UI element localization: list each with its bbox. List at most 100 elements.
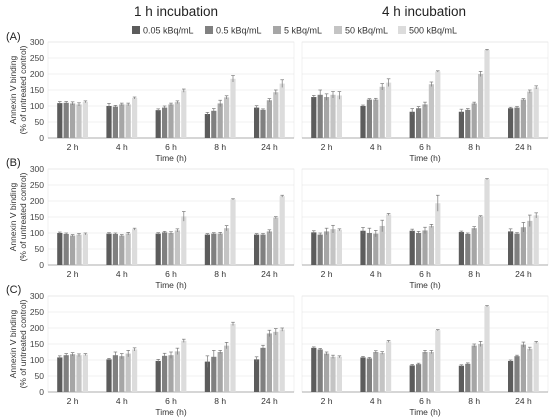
x-tick-label: 24 h [261, 142, 278, 152]
bar [112, 233, 118, 265]
bar [70, 354, 76, 392]
x-axis-title: Time (h) [155, 153, 186, 163]
x-tick-label: 4 h [116, 269, 128, 279]
y-tick-label: 0 [39, 133, 44, 143]
bar [224, 97, 230, 138]
bar [82, 354, 88, 392]
bar [379, 352, 385, 392]
bar [254, 107, 260, 138]
bar [484, 50, 490, 138]
bar [155, 110, 161, 138]
bar [70, 103, 76, 138]
x-tick-label: 6 h [165, 142, 177, 152]
bar [458, 232, 464, 265]
y-tick-label: 200 [30, 323, 44, 333]
y-tick-label: 150 [30, 339, 44, 349]
legend-label: 0.05 kBq/mL [143, 26, 194, 36]
y-tick-label: 200 [30, 196, 44, 206]
bar [484, 179, 490, 265]
y-axis-subtitle: (% of untreated control) [18, 172, 28, 261]
legend-item: 5 kBq/mL [273, 26, 322, 36]
x-axis-title: Time (h) [409, 153, 440, 163]
bar [366, 233, 372, 265]
bar [230, 323, 236, 392]
bar [63, 233, 69, 265]
bar [211, 356, 217, 392]
bar [266, 100, 272, 138]
bar [119, 104, 125, 138]
legend-item: 500 kBq/mL [398, 26, 457, 36]
bar [260, 234, 266, 265]
bar [132, 349, 138, 392]
legend: 0.05 kBq/mL 0.5 kBq/mL 5 kBq/mL 50 kBq/mL 50… [132, 26, 457, 36]
bar [471, 345, 477, 392]
bar [106, 359, 112, 392]
panel-b-4h: 2 h 4 h 6 h 8 h 24 h Time (h) [301, 168, 549, 290]
bar [70, 235, 76, 265]
bar [520, 99, 526, 138]
bar [279, 83, 285, 138]
x-tick-label: 2 h [321, 396, 333, 406]
bar [435, 330, 441, 392]
x-tick-label: 2 h [67, 142, 79, 152]
x-tick-label: 8 h [214, 142, 226, 152]
bar [273, 217, 279, 265]
bar [366, 99, 372, 138]
bar [57, 233, 63, 265]
bar [527, 220, 533, 265]
y-tick-label: 250 [30, 180, 44, 190]
bar [82, 233, 88, 265]
x-tick-label: 4 h [370, 396, 382, 406]
panel-c-4h: 2 h 4 h 6 h 8 h 24 h Time (h) [301, 295, 549, 417]
bar [458, 111, 464, 138]
bar [168, 355, 174, 392]
bar [162, 232, 168, 265]
bar [465, 363, 471, 392]
panel-b-1h: 0 50 100 150 200 250 300 2 h 4 h 6 h 8 h 24 h Time (… [8, 164, 295, 290]
y-tick-label: 100 [30, 228, 44, 238]
y-tick-label: 300 [30, 291, 44, 301]
bar [514, 107, 520, 138]
x-tick-label: 24 h [515, 142, 532, 152]
bar [204, 361, 210, 392]
bar [132, 98, 138, 138]
bar [386, 214, 392, 265]
bar [132, 229, 138, 265]
legend-swatch [205, 26, 213, 34]
legend-label: 0.5 kBq/mL [216, 26, 262, 36]
bar [279, 329, 285, 392]
x-tick-label: 24 h [515, 269, 532, 279]
bar [336, 229, 342, 265]
bar [317, 234, 323, 265]
x-axis-title: Time (h) [409, 280, 440, 290]
legend-item: 0.05 kBq/mL [132, 26, 194, 36]
bar [317, 94, 323, 138]
bar [217, 352, 223, 392]
bar [324, 353, 330, 392]
y-tick-label: 0 [39, 260, 44, 270]
bar [162, 107, 168, 138]
y-tick-label: 0 [39, 387, 44, 397]
x-tick-label: 24 h [261, 396, 278, 406]
bar [119, 235, 125, 265]
legend-swatch [334, 26, 342, 34]
x-tick-label: 4 h [370, 269, 382, 279]
bar [409, 365, 415, 392]
y-tick-label: 100 [30, 101, 44, 111]
bar [273, 331, 279, 392]
bar [386, 341, 392, 392]
bar [409, 230, 415, 265]
x-tick-label: 6 h [419, 396, 431, 406]
x-tick-label: 2 h [321, 142, 333, 152]
x-tick-label: 4 h [116, 396, 128, 406]
bar [484, 306, 490, 392]
bar [422, 352, 428, 392]
bar [508, 108, 514, 138]
bar [478, 74, 484, 138]
legend-swatch [273, 26, 281, 34]
x-axis-title: Time (h) [409, 407, 440, 417]
x-tick-label: 6 h [165, 396, 177, 406]
bar [336, 95, 342, 138]
bar [527, 348, 533, 392]
